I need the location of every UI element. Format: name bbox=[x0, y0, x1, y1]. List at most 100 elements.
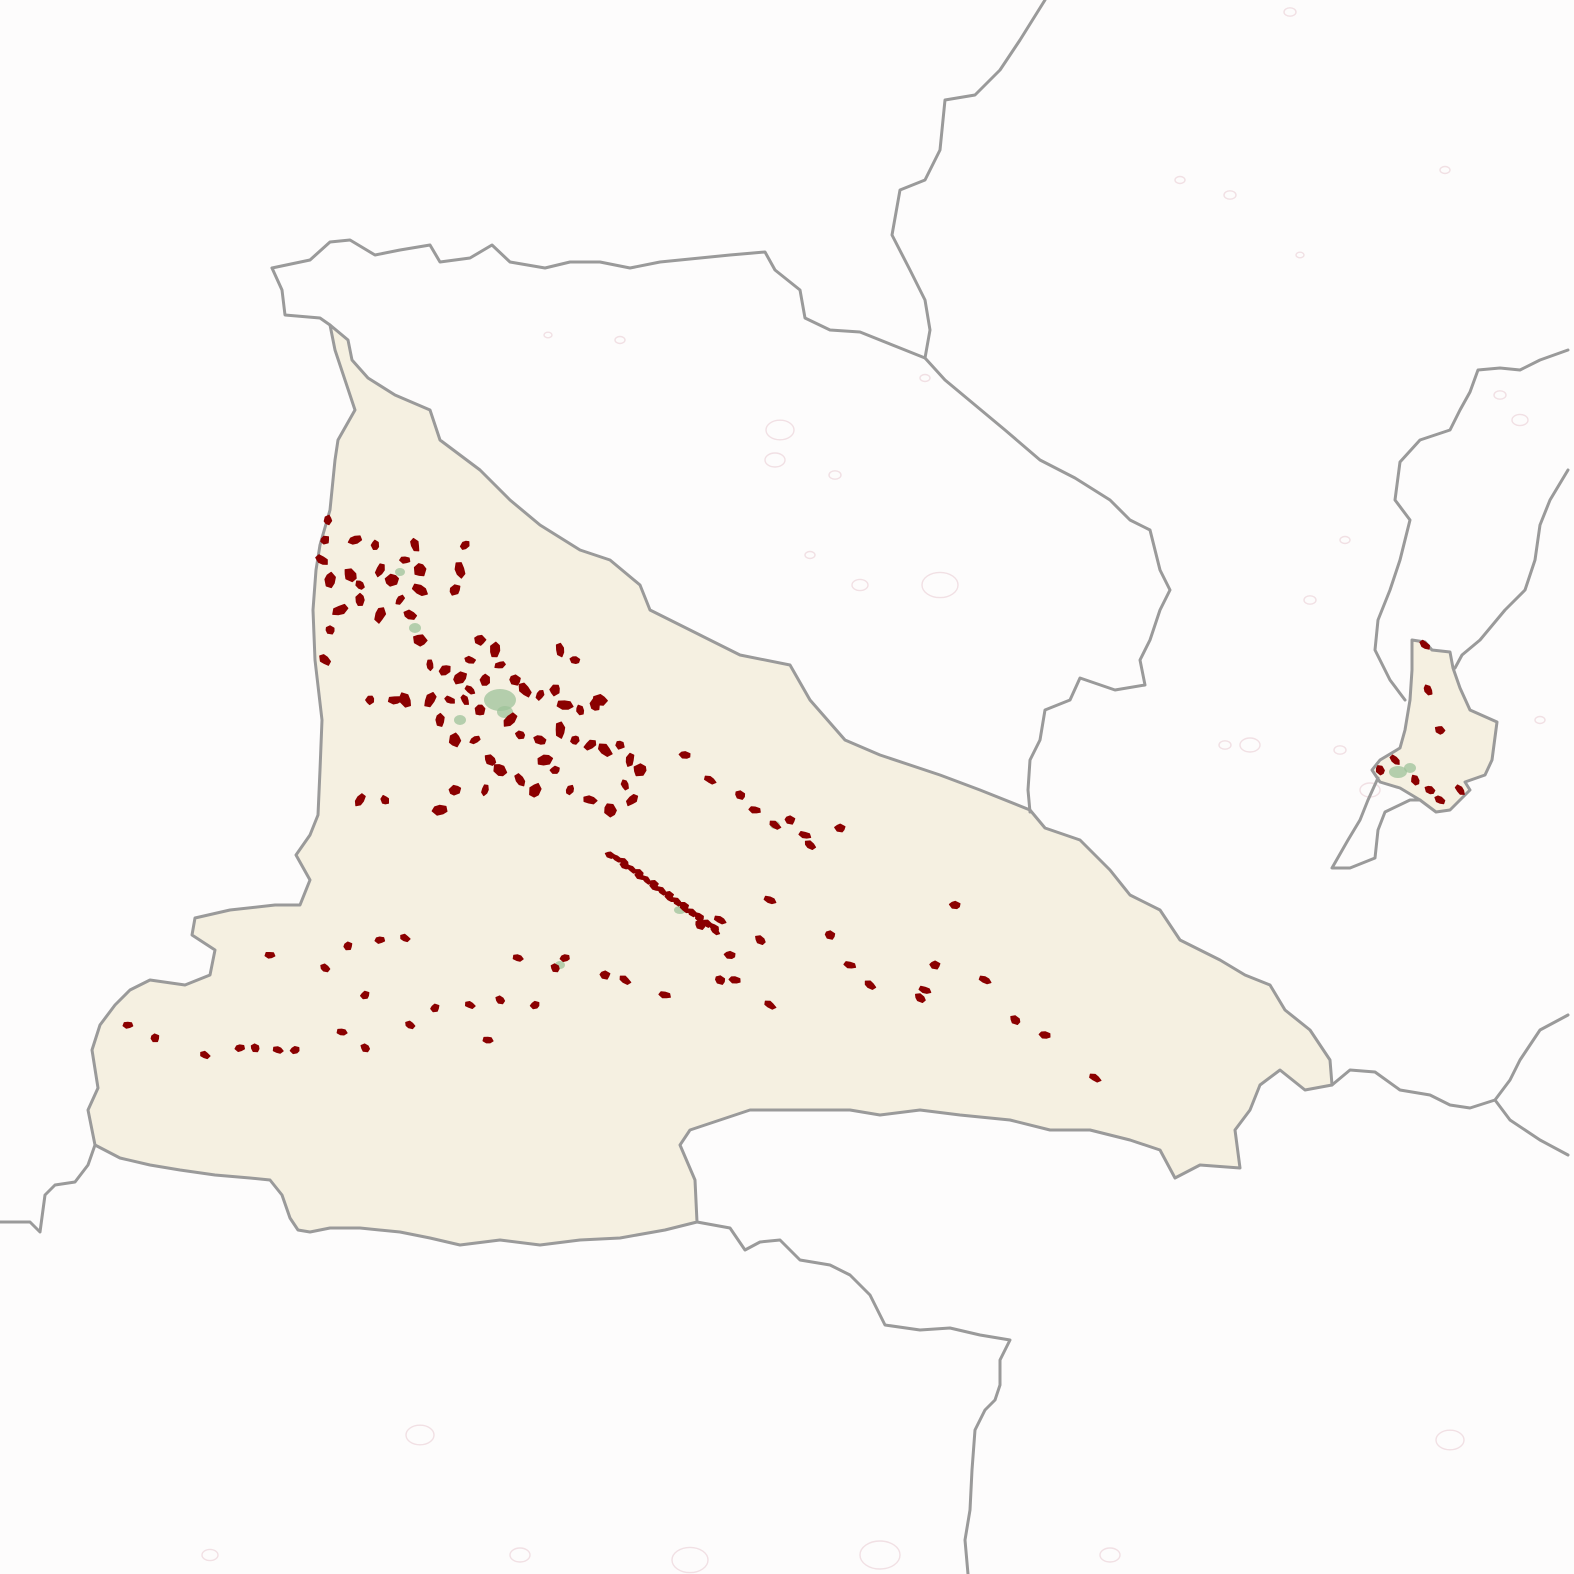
settlement-patch bbox=[715, 975, 726, 985]
faint-landuse-patch bbox=[1295, 251, 1305, 259]
settlement-patch bbox=[824, 930, 836, 940]
small-highlighted-district[interactable] bbox=[1370, 638, 1499, 814]
faint-landuse-layer bbox=[201, 7, 1546, 1574]
boundary-line bbox=[1453, 468, 1570, 670]
settlement-patch bbox=[769, 820, 782, 830]
settlement-patch bbox=[1010, 1015, 1021, 1025]
settlement-patch bbox=[444, 695, 455, 704]
settlement-patch bbox=[576, 704, 585, 716]
settlement-patch bbox=[474, 634, 487, 646]
settlement-patch bbox=[611, 854, 623, 863]
settlement-patch bbox=[484, 754, 497, 766]
faint-landuse-patch bbox=[1303, 595, 1317, 605]
settlement-patch bbox=[678, 751, 691, 759]
faint-landuse-patch bbox=[671, 1546, 709, 1574]
settlement-patch bbox=[424, 692, 437, 708]
settlement-patch bbox=[556, 700, 574, 710]
settlement-patch bbox=[453, 671, 467, 685]
settlement-patch bbox=[555, 721, 566, 739]
settlement-patch bbox=[1419, 639, 1430, 650]
settlement-patch bbox=[315, 554, 328, 565]
settlement-patch bbox=[764, 1000, 777, 1010]
settlement-patch bbox=[332, 603, 349, 616]
settlement-patch bbox=[374, 607, 387, 624]
highlighted-district[interactable] bbox=[86, 323, 1334, 1247]
boundary-line bbox=[1330, 1068, 1497, 1110]
settlement-patch bbox=[413, 634, 428, 647]
settlement-patch bbox=[250, 1043, 260, 1053]
settlement-patch bbox=[918, 985, 932, 994]
settlement-patch bbox=[798, 831, 812, 839]
settlement-patch bbox=[978, 975, 992, 985]
settlement-patch bbox=[234, 1044, 245, 1052]
boundary-line bbox=[270, 266, 332, 327]
boundary-line bbox=[1373, 348, 1570, 702]
faint-landuse-patch bbox=[614, 335, 626, 345]
settlement-patch bbox=[518, 682, 532, 698]
settlement-patch bbox=[325, 625, 335, 635]
green-area bbox=[484, 689, 516, 711]
settlement-patch bbox=[664, 893, 676, 902]
settlement-patch bbox=[565, 784, 574, 796]
boundary-line bbox=[1493, 1013, 1570, 1157]
settlement-patch bbox=[343, 941, 353, 951]
settlement-patch bbox=[426, 659, 434, 672]
settlement-patch bbox=[395, 594, 405, 605]
settlement-patch bbox=[1038, 1031, 1051, 1039]
green-area bbox=[409, 623, 421, 633]
settlement-patch bbox=[625, 752, 635, 767]
settlement-patch bbox=[1424, 785, 1436, 795]
faint-landuse-patch bbox=[509, 1547, 531, 1563]
settlement-patch bbox=[410, 537, 420, 552]
settlement-patch bbox=[1434, 726, 1446, 735]
settlement-patch bbox=[599, 970, 611, 980]
settlement-patch bbox=[324, 571, 336, 589]
settlement-patch bbox=[1089, 1073, 1102, 1083]
settlement-patch bbox=[834, 823, 846, 833]
boundary-line bbox=[270, 238, 1172, 814]
settlement-patch bbox=[1389, 754, 1400, 765]
settlement-patch bbox=[1423, 684, 1433, 696]
settlement-patch bbox=[405, 1020, 416, 1030]
settlement-patch bbox=[360, 1043, 370, 1053]
settlement-patch bbox=[474, 704, 486, 716]
settlement-patch bbox=[494, 661, 506, 669]
settlement-patch bbox=[864, 980, 877, 990]
faint-landuse-patch bbox=[1283, 7, 1297, 17]
green-area bbox=[454, 715, 466, 725]
settlement-patch bbox=[533, 735, 547, 745]
settlement-patch bbox=[380, 795, 389, 805]
settlement-patch bbox=[438, 665, 451, 676]
faint-landuse-patch bbox=[1439, 165, 1451, 175]
boundary-line bbox=[1330, 776, 1422, 870]
settlement-patch bbox=[549, 684, 560, 697]
settlement-patch bbox=[319, 654, 331, 666]
settlement-patch bbox=[400, 933, 411, 943]
settlement-patch bbox=[459, 540, 470, 550]
settlement-patch bbox=[784, 815, 796, 825]
settlement-patch bbox=[374, 563, 385, 578]
faint-landuse-patch bbox=[1534, 715, 1546, 725]
boundary-line bbox=[0, 1143, 97, 1234]
settlement-patch bbox=[559, 954, 570, 962]
settlement-patch bbox=[347, 535, 363, 545]
settlement-patch bbox=[620, 779, 629, 791]
settlement-patch bbox=[200, 1050, 211, 1060]
settlement-patch bbox=[374, 936, 386, 944]
settlement-patch bbox=[514, 773, 526, 787]
green-area bbox=[1404, 763, 1416, 773]
settlement-patch bbox=[289, 1046, 300, 1055]
settlement-patch bbox=[633, 763, 647, 777]
settlement-patch bbox=[360, 990, 370, 1000]
settlement-patch bbox=[592, 694, 608, 706]
faint-landuse-patch bbox=[1223, 190, 1237, 200]
settlement-patch bbox=[615, 740, 625, 750]
settlement-patch bbox=[515, 730, 526, 740]
settlement-patch bbox=[399, 556, 411, 564]
green-area bbox=[1389, 766, 1407, 778]
settlement-patch bbox=[535, 690, 545, 701]
settlement-patch bbox=[583, 795, 598, 805]
